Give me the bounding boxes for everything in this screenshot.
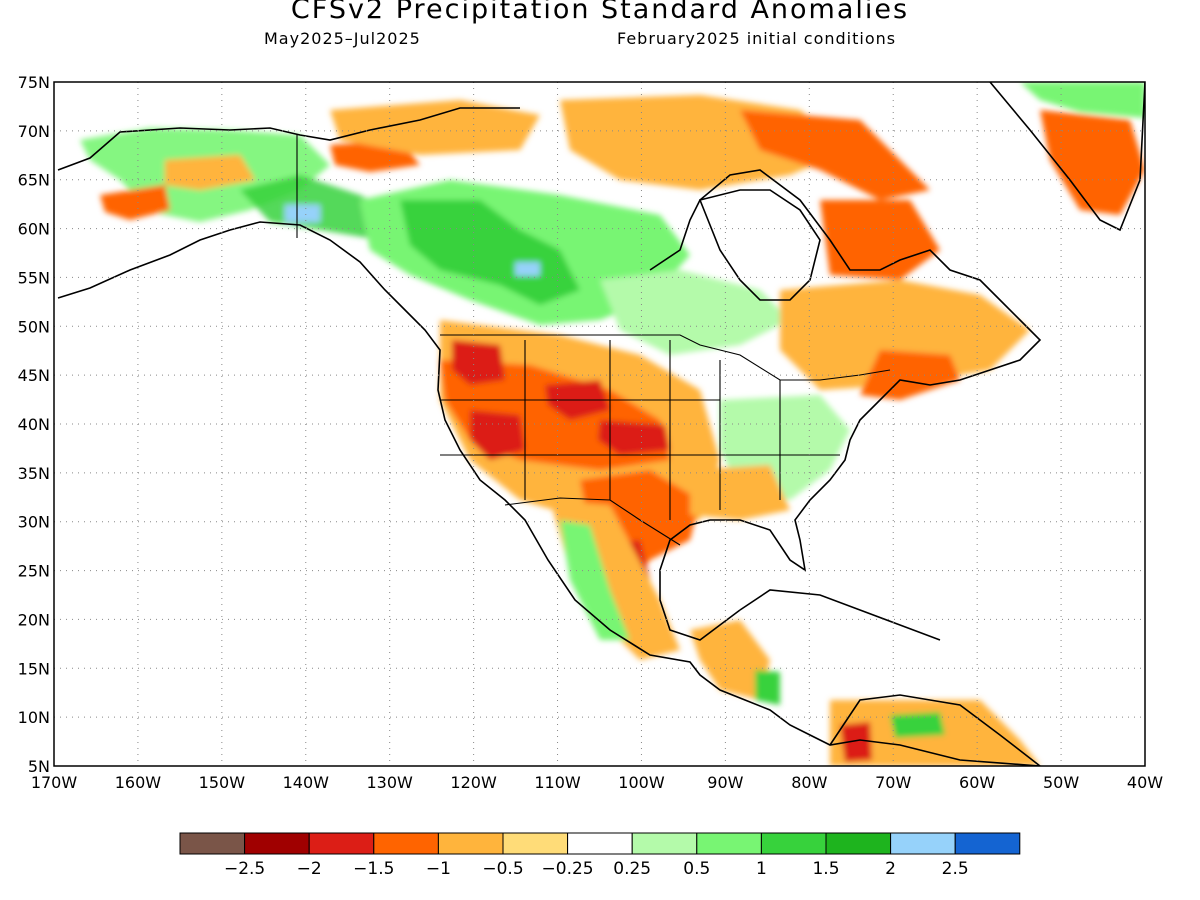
lat-label: 5N <box>28 757 50 776</box>
anomaly-patch-labrador-orange <box>820 200 940 280</box>
anomaly-patch-mexico-green <box>560 520 630 640</box>
colorbar-swatch <box>760 832 827 855</box>
colorbar-swatch <box>244 832 310 855</box>
anomaly-patch-maritime-orange <box>860 350 960 400</box>
anomaly-patch-yukon-blue <box>285 205 320 222</box>
colorbar-swatch <box>890 832 956 855</box>
lat-label: 60N <box>18 220 50 239</box>
lon-label: 90W <box>707 773 743 792</box>
colorbar-label: −2 <box>297 859 322 879</box>
lon-label: 150W <box>199 773 246 792</box>
lat-label: 35N <box>18 464 50 483</box>
colorbar-label: 0.25 <box>613 859 651 879</box>
lon-label: 160W <box>115 773 162 792</box>
lat-label: 30N <box>18 513 50 532</box>
anomaly-patch-kansas-red <box>598 420 670 455</box>
colorbar-swatch <box>696 832 762 855</box>
colorbar-swatch <box>954 832 1021 855</box>
lat-label: 40N <box>18 415 50 434</box>
colorbar-swatch <box>567 832 633 855</box>
colorbar-label: −2.5 <box>224 859 265 879</box>
anomaly-patch-canada-blue <box>515 262 540 276</box>
longitude-labels: 170W 160W 150W 140W 130W 120W 110W 100W 90W 80W 70… <box>31 773 1163 792</box>
anomaly-patch-alaska-orange <box>100 185 170 220</box>
anomaly-patch-greenland-green <box>1020 82 1145 118</box>
anomaly-field <box>80 82 1145 766</box>
anomaly-patch-nevada-red <box>470 410 525 460</box>
lat-label: 45N <box>18 366 50 385</box>
colorbar-swatch <box>308 832 375 855</box>
initial-conditions: February2025 initial conditions <box>617 29 897 48</box>
lon-label: 140W <box>283 773 330 792</box>
anomaly-patch-quebec-yellow <box>780 280 1030 390</box>
forecast-period: May2025–Jul2025 <box>264 29 421 48</box>
colorbar-label: 2.5 <box>942 859 969 879</box>
lon-label: 120W <box>450 773 497 792</box>
lon-label: 110W <box>534 773 581 792</box>
anomaly-patch-greenland-orange <box>1040 110 1145 215</box>
lat-label: 75N <box>18 73 50 92</box>
lat-label: 70N <box>18 122 50 141</box>
lon-label: 100W <box>618 773 665 792</box>
lon-label: 170W <box>31 773 78 792</box>
lon-label: 50W <box>1043 773 1079 792</box>
map-title: CFSv2 Precipitation Standard Anomalies <box>290 0 910 25</box>
lat-label: 10N <box>18 708 50 727</box>
colorbar-swatch <box>437 832 504 855</box>
colorbar-label: −0.25 <box>542 859 594 879</box>
colorbar-label: −1.5 <box>353 859 394 879</box>
lon-label: 40W <box>1127 773 1163 792</box>
lat-label: 15N <box>18 659 50 678</box>
colorbar-label: 0.5 <box>683 859 710 879</box>
colorbar-swatch <box>502 832 569 855</box>
anomaly-patch-centam-yellow <box>690 620 770 700</box>
anomaly-patch-samerica-red <box>840 722 872 762</box>
anomaly-patch-hudson-green <box>600 270 790 355</box>
colorbar: −2.5 −2 −1.5 −1 −0.5 −0.25 0.25 0.5 1 1.5 2 2.5 <box>179 832 1021 879</box>
map-frame <box>53 81 1146 767</box>
lat-label: 50N <box>18 317 50 336</box>
colorbar-swatch <box>825 832 892 855</box>
lat-label: 65N <box>18 171 50 190</box>
anomaly-patch-archipelago-orange <box>740 110 930 200</box>
lon-label: 70W <box>875 773 911 792</box>
graticule <box>54 82 1145 766</box>
colorbar-swatch <box>179 832 246 855</box>
colorbar-label: 1.5 <box>812 859 839 879</box>
anomaly-patch-alaska-yellow <box>165 155 255 190</box>
colorbar-label: 1 <box>756 859 767 879</box>
coastlines <box>57 82 1145 766</box>
latitude-labels: 75N 70N 65N 60N 55N 50N 45N 40N 35N 30N 25N 20N 15N 1… <box>18 73 50 776</box>
anomaly-patch-centam-green <box>755 670 780 705</box>
anomaly-patch-canada-dkgreen <box>400 200 580 305</box>
anomaly-patch-pnw-red <box>452 340 505 385</box>
anomaly-patch-southeast-yellow <box>690 465 790 520</box>
colorbar-swatch <box>373 832 439 855</box>
colorbar-label: −1 <box>426 859 451 879</box>
political-borders <box>296 135 891 546</box>
anomaly-patch-samerica-green <box>890 712 945 738</box>
lon-label: 60W <box>959 773 995 792</box>
lat-label: 25N <box>18 562 50 581</box>
lon-label: 80W <box>791 773 827 792</box>
anomaly-patch-arctic-yellow <box>330 100 540 155</box>
colorbar-label: −0.5 <box>482 859 523 879</box>
lat-label: 20N <box>18 610 50 629</box>
lon-label: 130W <box>367 773 414 792</box>
colorbar-label: 2 <box>885 859 896 879</box>
lat-label: 55N <box>18 268 50 287</box>
colorbar-swatch <box>631 832 698 855</box>
